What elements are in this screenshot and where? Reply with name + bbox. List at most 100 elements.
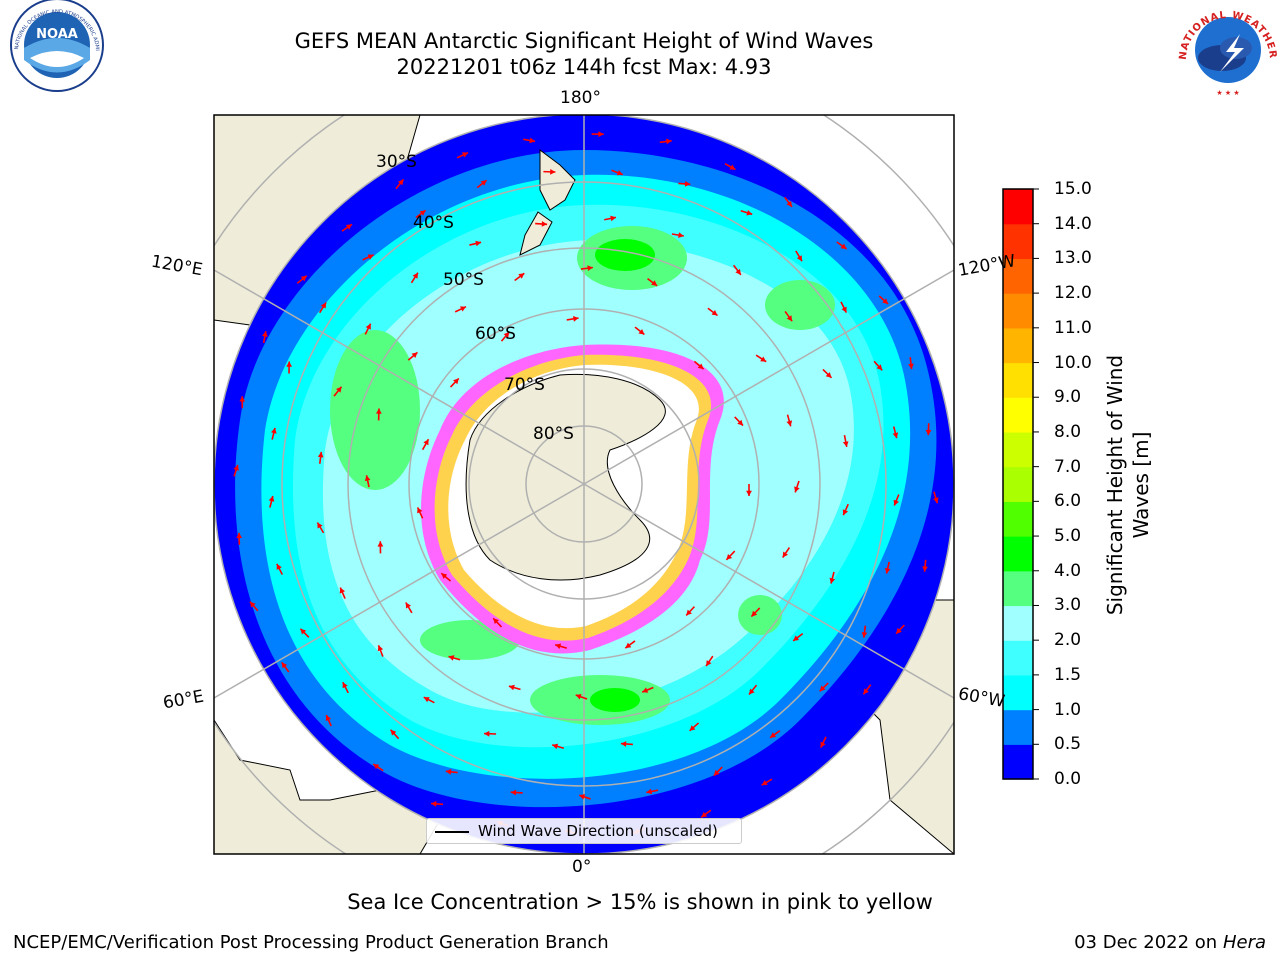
colorbar — [1002, 188, 1039, 780]
wave-arrow-head — [579, 794, 586, 800]
colorbar-segment — [1003, 536, 1033, 572]
map-frame — [213, 114, 955, 855]
wave-arrow-head — [861, 632, 868, 638]
wave-arrow-head — [236, 532, 242, 539]
colorbar-tick-label: 13.0 — [1054, 248, 1092, 269]
wave-arrow-head — [448, 655, 455, 661]
wave-arrow-head — [761, 780, 768, 786]
wave-arrow-head — [642, 687, 649, 693]
wave-arrow-head — [686, 609, 692, 616]
wave-arrow-head — [651, 280, 658, 286]
wave-arrow-head — [376, 408, 382, 414]
wave-arrow-head — [842, 441, 849, 447]
nws-ring-text: NATIONAL WEATHER SERVICE — [0, 0, 1277, 60]
wave-arrow-head — [729, 164, 736, 170]
wave-arrow-head — [863, 688, 869, 695]
sea-ice-note: Sea Ice Concentration > 15% is shown in … — [347, 890, 933, 914]
wave-arrow-head — [552, 743, 559, 750]
wave-arrow-head — [786, 420, 793, 427]
date-stamp: 03 Dec 2022 on Hera — [1074, 932, 1266, 953]
wave-arrow-head — [684, 181, 691, 187]
wave-arrow-head — [484, 730, 490, 737]
wave-arrow-head — [770, 732, 776, 738]
legend-text: Wind Wave Direction (unscaled) — [478, 822, 718, 840]
colorbar-tick-label: 0.0 — [1054, 769, 1082, 789]
colorbar-tick-label: 1.5 — [1054, 664, 1082, 685]
wave-arrow-head — [510, 789, 517, 796]
wave-arrow-head — [233, 464, 239, 471]
wave-arrow-head — [666, 138, 672, 145]
wave-arrow-head — [820, 741, 826, 748]
colorbar-segment — [1003, 397, 1033, 433]
wave-arrow-head — [345, 224, 352, 230]
map-legend: Wind Wave Direction (unscaled) — [426, 818, 742, 844]
wave-arrow-head — [364, 475, 371, 482]
wave-arrow-head — [908, 363, 914, 370]
wave-arrow-head — [922, 566, 928, 572]
colorbar-tick-label: 11.0 — [1054, 317, 1092, 338]
lon-label-0: 0° — [572, 857, 592, 877]
colorbar-tick-label: 5.0 — [1054, 526, 1082, 547]
wave-arrow-head — [419, 210, 426, 216]
wave-arrow-head — [893, 499, 899, 506]
wave-arrow-head — [689, 725, 696, 731]
wave-arrow-head — [453, 378, 459, 385]
wave-arrow-head — [262, 331, 268, 337]
lat-label-40s: 40°S — [413, 213, 454, 233]
wave-arrow-head — [373, 764, 380, 770]
wave-arrow-head — [782, 551, 788, 558]
colorbar-segment — [1003, 466, 1033, 502]
colorbar-segment — [1003, 640, 1033, 676]
wave-arrow-head — [405, 602, 411, 609]
wave-arrow-head — [390, 729, 397, 736]
wave-arrow-head — [819, 685, 826, 692]
wave-arrow-head — [620, 741, 627, 747]
colorbar-tick-label: 15.0 — [1054, 179, 1092, 199]
wave-arrow-head — [697, 363, 704, 370]
colorbar-tick-label: 2.0 — [1054, 630, 1082, 651]
credit-text: NCEP/EMC/Verification Post Processing Pr… — [13, 932, 609, 953]
wave-arrow-head — [325, 715, 332, 721]
colorbar-tick-label: 10.0 — [1054, 352, 1092, 373]
colorbar-tick-label: 7.0 — [1054, 456, 1082, 477]
wave-arrow-head — [317, 451, 324, 458]
wave-arrow-head — [377, 541, 384, 547]
lat-label-30s: 30°S — [376, 152, 417, 172]
colorbar-segment — [1003, 189, 1033, 225]
wave-arrow-head — [840, 243, 847, 249]
wave-arrow-head — [503, 332, 510, 338]
wave-arrow-head — [412, 272, 418, 279]
wave-arrow-head — [423, 697, 430, 703]
wave-arrow-head — [423, 439, 429, 446]
colorbar-segment — [1003, 709, 1033, 745]
wave-arrow-head — [638, 329, 645, 335]
wave-arrow-head — [735, 268, 741, 275]
colorbar-segment — [1003, 258, 1033, 294]
wave-arrow-head — [933, 497, 939, 504]
wave-arrow-head — [575, 694, 582, 700]
wave-arrow-head — [760, 356, 767, 362]
colorbar-segment — [1003, 605, 1033, 641]
wave-arrow-head — [475, 240, 482, 247]
wave-arrow-head — [841, 306, 847, 313]
wave-arrow-head — [460, 306, 466, 312]
colorbar-segment — [1003, 431, 1033, 468]
wave-arrow-head — [749, 688, 755, 695]
wave-arrow-head — [610, 215, 616, 222]
lat-label-80s: 80°S — [533, 424, 574, 444]
wave-arrow-head — [276, 563, 282, 570]
wave-arrow-head — [555, 643, 562, 649]
wave-arrow-head — [493, 618, 499, 624]
wave-arrow-head — [829, 577, 836, 584]
chart-subtitle: 20221201 t06z 144h fcst Max: 4.93 — [396, 55, 772, 79]
colorbar-segment — [1003, 501, 1033, 537]
colorbar-tick-label: 3.0 — [1054, 595, 1082, 616]
wave-arrow-head — [239, 396, 246, 402]
wave-arrow-head — [342, 682, 348, 689]
wave-arrow-head — [896, 627, 902, 634]
wave-arrow-head — [508, 684, 515, 691]
svg-text:★ ★ ★: ★ ★ ★ — [1216, 89, 1239, 97]
wave-arrow-head — [587, 265, 593, 271]
wave-arrow-head — [786, 201, 792, 207]
